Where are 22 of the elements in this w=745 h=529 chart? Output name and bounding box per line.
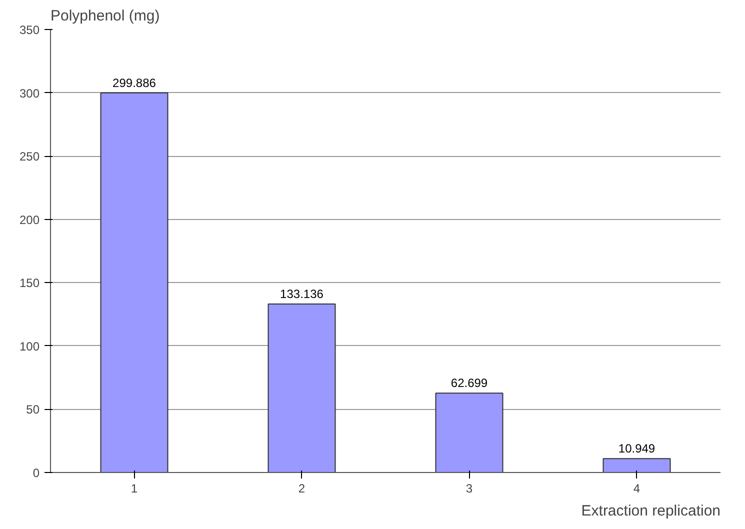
bar xyxy=(268,303,336,472)
y-tick-label: 50 xyxy=(26,402,40,417)
y-tick-label: 150 xyxy=(19,276,40,290)
y-tick-label: 300 xyxy=(19,86,40,100)
x-tick-label: 1 xyxy=(130,482,138,496)
bar xyxy=(100,92,168,472)
bar xyxy=(435,392,504,472)
data-label: 62.699 xyxy=(450,376,488,390)
y-tick-label: 350 xyxy=(19,23,40,37)
y-axis-title: Polyphenol (mg) xyxy=(50,8,160,24)
y-tick-label: 200 xyxy=(19,212,40,227)
x-tick-label: 4 xyxy=(633,482,640,496)
y-tick-label: 100 xyxy=(19,339,40,354)
x-tick-label: 3 xyxy=(466,482,473,496)
data-label: 10.949 xyxy=(618,442,656,456)
data-label: 133.136 xyxy=(280,286,324,301)
data-label: 299.886 xyxy=(112,76,156,90)
y-tick-label: 250 xyxy=(19,150,40,164)
bar xyxy=(602,458,671,472)
x-axis-title: Extraction replication xyxy=(581,502,720,520)
x-tick-label: 2 xyxy=(298,482,306,496)
y-tick-label: 0 xyxy=(32,466,40,480)
